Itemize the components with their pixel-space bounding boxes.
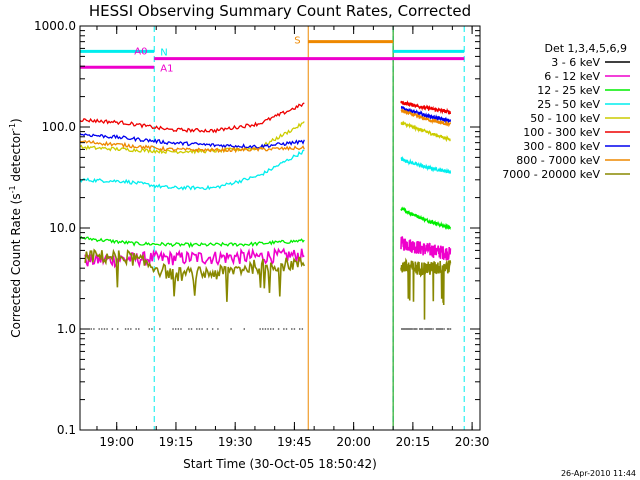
flag-A0-label: A0 xyxy=(134,47,147,58)
x-tick-label-6: 20:30 xyxy=(455,435,490,449)
chart-title: HESSI Observing Summary Count Rates, Cor… xyxy=(89,2,471,20)
x-axis: 19:00 19:15 19:30 19:45 20:00 20:15 20:30 xyxy=(96,26,490,449)
flag-A1-label: A1 xyxy=(160,63,173,74)
y-label-mid: detector xyxy=(9,131,23,186)
legend-header: Det 1,3,4,5,6,9 xyxy=(544,42,627,55)
series-1-trace xyxy=(400,236,452,261)
legend-entry-7: 800 - 7000 keV xyxy=(516,154,600,167)
series-3-trace xyxy=(79,149,305,191)
series-4 xyxy=(79,120,451,155)
series-5 xyxy=(79,100,452,134)
y-label-sup2: -1 xyxy=(8,123,17,131)
series-7 xyxy=(79,108,452,154)
legend-entry-8: 7000 - 20000 keV xyxy=(502,168,600,181)
y-tick-label-0: 0.1 xyxy=(57,423,76,437)
y-label-end: ) xyxy=(9,118,23,123)
legend-entry-3: 25 - 50 keV xyxy=(537,98,600,111)
flag-N-label: N xyxy=(160,47,167,58)
series-4-trace xyxy=(400,120,451,143)
series-2-trace xyxy=(400,206,452,231)
series-8-trace xyxy=(84,248,306,302)
x-tick-label-0: 19:00 xyxy=(99,435,134,449)
x-tick-label-1: 19:15 xyxy=(159,435,194,449)
series-6-trace xyxy=(400,105,452,124)
x-tick-label-5: 20:15 xyxy=(396,435,431,449)
legend-entry-1: 6 - 12 keV xyxy=(544,70,600,83)
legend-entry-5: 100 - 300 keV xyxy=(523,126,600,139)
series-6 xyxy=(79,105,452,150)
series-8-trace xyxy=(400,257,452,320)
y-label-sup1: -1 xyxy=(8,185,17,193)
legend-entry-2: 12 - 25 keV xyxy=(537,84,600,97)
legend-entry-0: 3 - 6 keV xyxy=(551,56,600,69)
legend-entry-4: 50 - 100 keV xyxy=(530,112,600,125)
series-5-trace xyxy=(400,100,452,115)
x-axis-label: Start Time (30-Oct-05 18:50:42) xyxy=(183,457,377,471)
y-axis: 0.1 1.0 10.0 100.0 1000.0 xyxy=(34,19,480,437)
y-tick-label-2: 10.0 xyxy=(49,221,76,235)
series-2 xyxy=(79,206,452,249)
series-4-trace xyxy=(79,121,305,155)
y-tick-label-1: 1.0 xyxy=(57,322,76,336)
series-2-trace xyxy=(79,235,305,249)
flag-S-label: S xyxy=(294,36,300,47)
series-5-trace xyxy=(79,102,305,134)
y-label-main: Corrected Count Rate (s xyxy=(9,193,23,337)
y-tick-label-4: 1000.0 xyxy=(34,19,76,33)
series-3-trace xyxy=(400,155,452,174)
footer-date: 26-Apr-2010 11:44 xyxy=(561,469,636,478)
x-tick-label-4: 20:00 xyxy=(336,435,371,449)
series-8 xyxy=(84,248,452,320)
y-axis-label: Corrected Count Rate (s-1 detector-1) xyxy=(8,118,23,337)
x-tick-label-2: 19:30 xyxy=(218,435,253,449)
series-7-trace xyxy=(400,108,452,128)
legend-entry-6: 300 - 800 keV xyxy=(523,140,600,153)
series-3 xyxy=(79,149,452,191)
series-6-trace xyxy=(79,132,305,150)
x-tick-label-3: 19:45 xyxy=(277,435,312,449)
y-tick-label-3: 100.0 xyxy=(42,120,76,134)
series-7-trace xyxy=(79,139,305,154)
